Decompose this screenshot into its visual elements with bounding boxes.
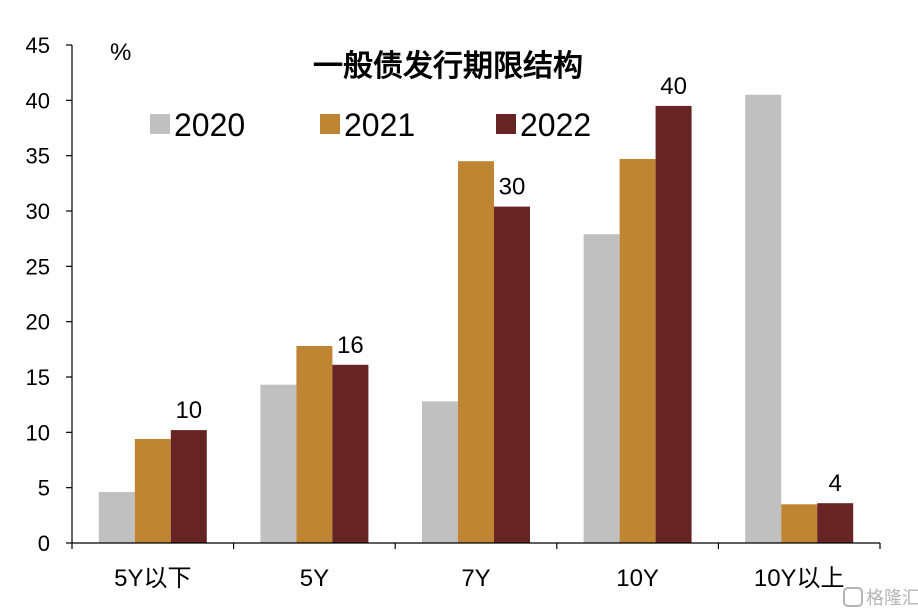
bar-2022-7Y — [494, 206, 530, 543]
bar-2020-5Y以下 — [98, 492, 135, 543]
data-label: 10 — [175, 397, 202, 424]
y-tick-label: 45 — [26, 33, 50, 58]
x-category-label: 5Y — [300, 565, 329, 592]
x-category-label: 10Y以上 — [754, 565, 845, 592]
x-category-label: 7Y — [461, 565, 490, 592]
watermark: 格隆汇 — [843, 587, 918, 608]
y-tick-label: 5 — [38, 476, 50, 501]
y-tick-label: 15 — [26, 365, 50, 390]
y-tick-label: 10 — [26, 420, 50, 445]
bar-2021-5Y — [296, 346, 333, 543]
data-label: 16 — [337, 332, 364, 359]
legend-label-2021: 2021 — [344, 107, 415, 143]
bar-2020-5Y — [260, 384, 297, 543]
chart-labels: % 一般债发行期限结构 10 16 30 40 4 — [110, 39, 842, 497]
watermark-logo-icon — [843, 587, 863, 607]
y-tick-label: 40 — [26, 88, 50, 113]
bar-2020-10Y — [583, 234, 620, 543]
data-label: 30 — [499, 174, 526, 201]
y-tick-label: 20 — [26, 310, 50, 335]
bar-2020-10Y以上 — [745, 94, 782, 544]
bar-2021-5Y以下 — [134, 439, 171, 543]
bar-2021-10Y以上 — [781, 504, 818, 543]
legend-label-2022: 2022 — [520, 107, 591, 143]
watermark-text: 格隆汇 — [866, 588, 918, 608]
legend-swatch-2020 — [150, 114, 170, 134]
legend-swatch-2022 — [496, 114, 516, 134]
axes: 0 5 10 15 20 25 30 35 40 45 5Y以下 5Y 7Y 10Y 10Y以上 — [26, 33, 881, 592]
data-label: 4 — [829, 470, 842, 497]
y-tick-label: 30 — [26, 199, 50, 224]
bar-2021-10Y — [619, 159, 656, 543]
plot-area — [98, 94, 854, 544]
bar-2021-7Y — [458, 161, 494, 543]
x-category-label: 5Y以下 — [114, 565, 191, 592]
y-tick-label: 25 — [26, 254, 50, 279]
y-tick-label: 35 — [26, 144, 50, 169]
y-tick-label: 0 — [38, 531, 50, 556]
legend-swatch-2021 — [320, 114, 340, 134]
chart-title: 一般债发行期限结构 — [313, 50, 583, 83]
legend-label-2020: 2020 — [174, 107, 245, 143]
bar-2020-7Y — [422, 401, 458, 543]
data-label: 40 — [660, 73, 687, 100]
bar-2022-5Y — [332, 364, 369, 543]
bar-2022-10Y以上 — [817, 503, 854, 543]
bar-2022-10Y — [655, 105, 692, 544]
legend: 2020 2021 2022 — [150, 107, 591, 143]
x-category-label: 10Y — [616, 565, 659, 592]
bar-2022-5Y以下 — [170, 430, 207, 543]
y-axis-unit-label: % — [110, 39, 131, 66]
